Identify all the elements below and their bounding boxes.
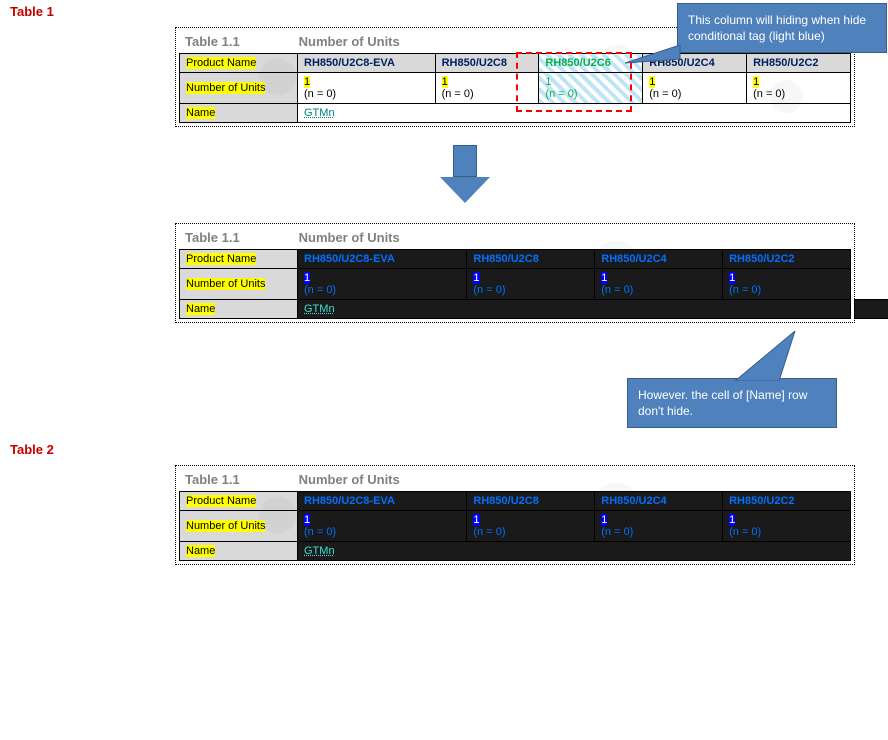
callout-top-text: This column will hiding when hide condit… (688, 13, 866, 43)
callout-bottom-tail (735, 331, 805, 381)
row-label-product: Product Name (180, 250, 298, 269)
col-header: RH850/U2C2 (723, 492, 851, 511)
table2-dotted: Table 1.1 Number of Units Product Name R… (175, 465, 855, 565)
col-header: RH850/U2C8 (435, 54, 539, 73)
row-label-name: Name (180, 300, 298, 319)
col-header: RH850/U2C4 (595, 250, 723, 269)
row-label-product: Product Name (180, 492, 298, 511)
cell-value: 1(n = 0) (747, 73, 851, 104)
callout-top: This column will hiding when hide condit… (677, 3, 887, 53)
callout-top-tail (625, 45, 685, 75)
table-row: Number of Units 1(n = 0) 1(n = 0) 1(n = … (180, 511, 851, 542)
caption-text: Number of Units (299, 230, 400, 245)
cell-value: 1(n = 0) (643, 73, 747, 104)
table1-after-title: Table 1.1 Number of Units (179, 226, 851, 249)
caption-text: Number of Units (299, 34, 400, 49)
col-header: RH850/U2C8 (467, 250, 595, 269)
cell-value-conditional: 1(n = 0) (539, 73, 643, 104)
cell-value: 1(n = 0) (723, 269, 851, 300)
cell-name-merged: GTMn (298, 542, 851, 561)
cell-name-merged: GTMn (298, 104, 851, 123)
table-row: Number of Units 1(n = 0) 1(n = 0) 1(n = … (180, 269, 851, 300)
col-header: RH850/U2C8-EVA (298, 54, 436, 73)
row-label-product: Product Name (180, 54, 298, 73)
table-row: Product Name RH850/U2C8-EVA RH850/U2C8 R… (180, 250, 851, 269)
cell-value: 1(n = 0) (298, 269, 467, 300)
section-label-table2: Table 2 (0, 438, 888, 461)
col-header: RH850/U2C8-EVA (298, 492, 467, 511)
table-row: Product Name RH850/U2C8-EVA RH850/U2C8 R… (180, 54, 851, 73)
col-header: RH850/U2C8-EVA (298, 250, 467, 269)
cell-value: 1(n = 0) (595, 269, 723, 300)
table1-after: Product Name RH850/U2C8-EVA RH850/U2C8 R… (179, 249, 851, 319)
table-row: Name GTMn (180, 104, 851, 123)
cell-value: 1(n = 0) (298, 73, 436, 104)
row-label-units: Number of Units (180, 511, 298, 542)
col-header: RH850/U2C8 (467, 492, 595, 511)
row-label-units: Number of Units (180, 269, 298, 300)
cell-name-merged: GTMn (298, 300, 851, 319)
col-header: RH850/U2C4 (595, 492, 723, 511)
table-row: Number of Units 1(n = 0) 1(n = 0) 1(n = … (180, 73, 851, 104)
callout-bottom: However. the cell of [Name] row don't hi… (627, 378, 837, 428)
name-row-overflow-strip (854, 299, 888, 319)
table2-title: Table 1.1 Number of Units (179, 468, 851, 491)
table1-after-wrap: Table 1.1 Number of Units Product Name R… (45, 223, 888, 323)
col-header: RH850/U2C2 (747, 54, 851, 73)
table-row: Product Name RH850/U2C8-EVA RH850/U2C8 R… (180, 492, 851, 511)
cell-value: 1(n = 0) (723, 511, 851, 542)
down-arrow-icon (440, 145, 490, 205)
row-label-units: Number of Units (180, 73, 298, 104)
callout-bottom-text: However. the cell of [Name] row don't hi… (638, 388, 807, 418)
caption-text: Number of Units (299, 472, 400, 487)
table1-before-wrap: Table 1.1 Number of Units Product Name R… (45, 27, 888, 127)
table1-after-dotted: Table 1.1 Number of Units Product Name R… (175, 223, 855, 323)
row-label-name: Name (180, 542, 298, 561)
table2: Product Name RH850/U2C8-EVA RH850/U2C8 R… (179, 491, 851, 561)
col-header: RH850/U2C2 (723, 250, 851, 269)
cell-value: 1(n = 0) (595, 511, 723, 542)
caption-num: Table 1.1 (185, 472, 295, 487)
cell-value: 1(n = 0) (467, 269, 595, 300)
table2-wrap: Table 1.1 Number of Units Product Name R… (45, 465, 888, 565)
table-row: Name GTMn (180, 542, 851, 561)
cell-value: 1(n = 0) (467, 511, 595, 542)
caption-num: Table 1.1 (185, 230, 295, 245)
table-row: Name GTMn (180, 300, 851, 319)
cell-value: 1(n = 0) (435, 73, 539, 104)
caption-num: Table 1.1 (185, 34, 295, 49)
table1-before: Product Name RH850/U2C8-EVA RH850/U2C8 R… (179, 53, 851, 123)
cell-value: 1(n = 0) (298, 511, 467, 542)
row-label-name: Name (180, 104, 298, 123)
